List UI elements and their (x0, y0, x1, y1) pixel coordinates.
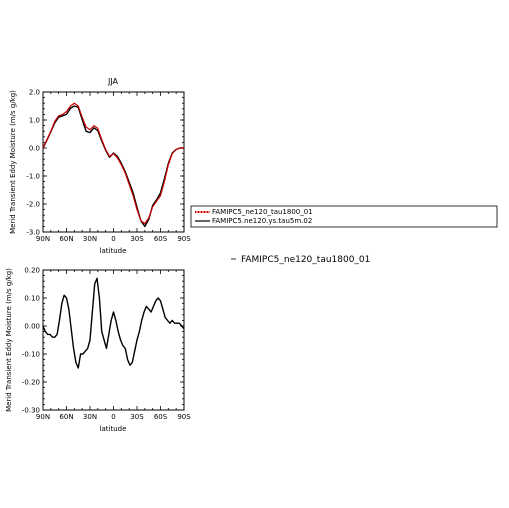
top-xtick-label: 0 (111, 235, 115, 243)
legend: FAMIPC5_ne120_tau1800_01 FAMIPC5.ne120.y… (190, 205, 498, 228)
bottom-xtick-label: 30S (130, 413, 144, 421)
top-ytick-label: -1.0 (26, 173, 40, 181)
top-panel-tick-labels: 90N 60N 30N 0 30S 60S 90S -3.0 -2.0 -1.0 0.0 1.0 2.0 (26, 89, 191, 244)
bottom-ytick-label: -0.20 (22, 379, 40, 387)
legend-label-series-2: FAMIPC5.ne120.ys.tau5m.02 (212, 217, 312, 225)
top-panel: JJA 90N 60N 30N 0 30S 60S 90S -3.0 -2.0 -1.0 0.0 1.… (9, 77, 191, 255)
bottom-panel-ylabel: Merid Transient Eddy Moisture (m/s g/kg) (5, 268, 13, 412)
bottom-xtick-label: 90S (177, 413, 191, 421)
top-ytick-label: 1.0 (29, 117, 40, 125)
side-note: FAMIPC5_ne120_tau1800_01 (231, 255, 370, 265)
top-xtick-label: 60S (154, 235, 168, 243)
top-ytick-label: 2.0 (29, 89, 40, 97)
bottom-panel-series (42, 277, 185, 369)
side-note-text: FAMIPC5_ne120_tau1800_01 (241, 255, 370, 265)
bottom-ytick-label: 0.10 (24, 295, 40, 303)
bottom-xtick-label: 30N (83, 413, 97, 421)
bottom-xtick-label: 0 (111, 413, 115, 421)
top-xtick-label: 90S (177, 235, 191, 243)
top-panel-xlabel: latitude (100, 247, 127, 255)
bottom-panel-xlabel: latitude (100, 425, 127, 433)
bottom-panel-ticks (42, 269, 185, 411)
top-series-line-2 (42, 105, 184, 228)
top-panel-series (42, 102, 184, 228)
bottom-xtick-label: 90N (36, 413, 50, 421)
top-ytick-label: -2.0 (26, 201, 40, 209)
bottom-panel-frame (42, 269, 185, 411)
legend-label-series-1: FAMIPC5_ne120_tau1800_01 (212, 208, 313, 216)
top-panel-ticks (42, 91, 185, 233)
top-xtick-label: 30N (83, 235, 97, 243)
top-series-line-1 (42, 102, 184, 225)
top-xtick-label: 60N (59, 235, 73, 243)
bottom-xtick-label: 60S (154, 413, 168, 421)
top-ytick-label: 0.0 (29, 145, 40, 153)
bottom-panel-tick-labels: 90N 60N 30N 0 30S 60S 90S -0.30 -0.20 -0.10 0.00 0.… (22, 267, 191, 422)
bottom-ytick-label: -0.10 (22, 351, 40, 359)
bottom-series-line-1 (42, 277, 185, 369)
bottom-panel: 90N 60N 30N 0 30S 60S 90S -0.30 -0.20 -0.10 0.00 0.… (5, 267, 191, 434)
top-xtick-label: 30S (130, 235, 144, 243)
top-panel-title: JJA (107, 77, 119, 86)
top-xtick-label: 90N (36, 235, 50, 243)
legend-frame (190, 205, 498, 228)
bottom-ytick-label: 0.20 (24, 267, 40, 275)
bottom-ytick-label: -0.30 (22, 407, 40, 415)
top-panel-ylabel: Merid Transient Eddy Moisture (m/s g/kg) (9, 90, 17, 234)
bottom-ytick-label: 0.00 (24, 323, 40, 331)
top-ytick-label: -3.0 (26, 229, 40, 237)
bottom-xtick-label: 60N (59, 413, 73, 421)
